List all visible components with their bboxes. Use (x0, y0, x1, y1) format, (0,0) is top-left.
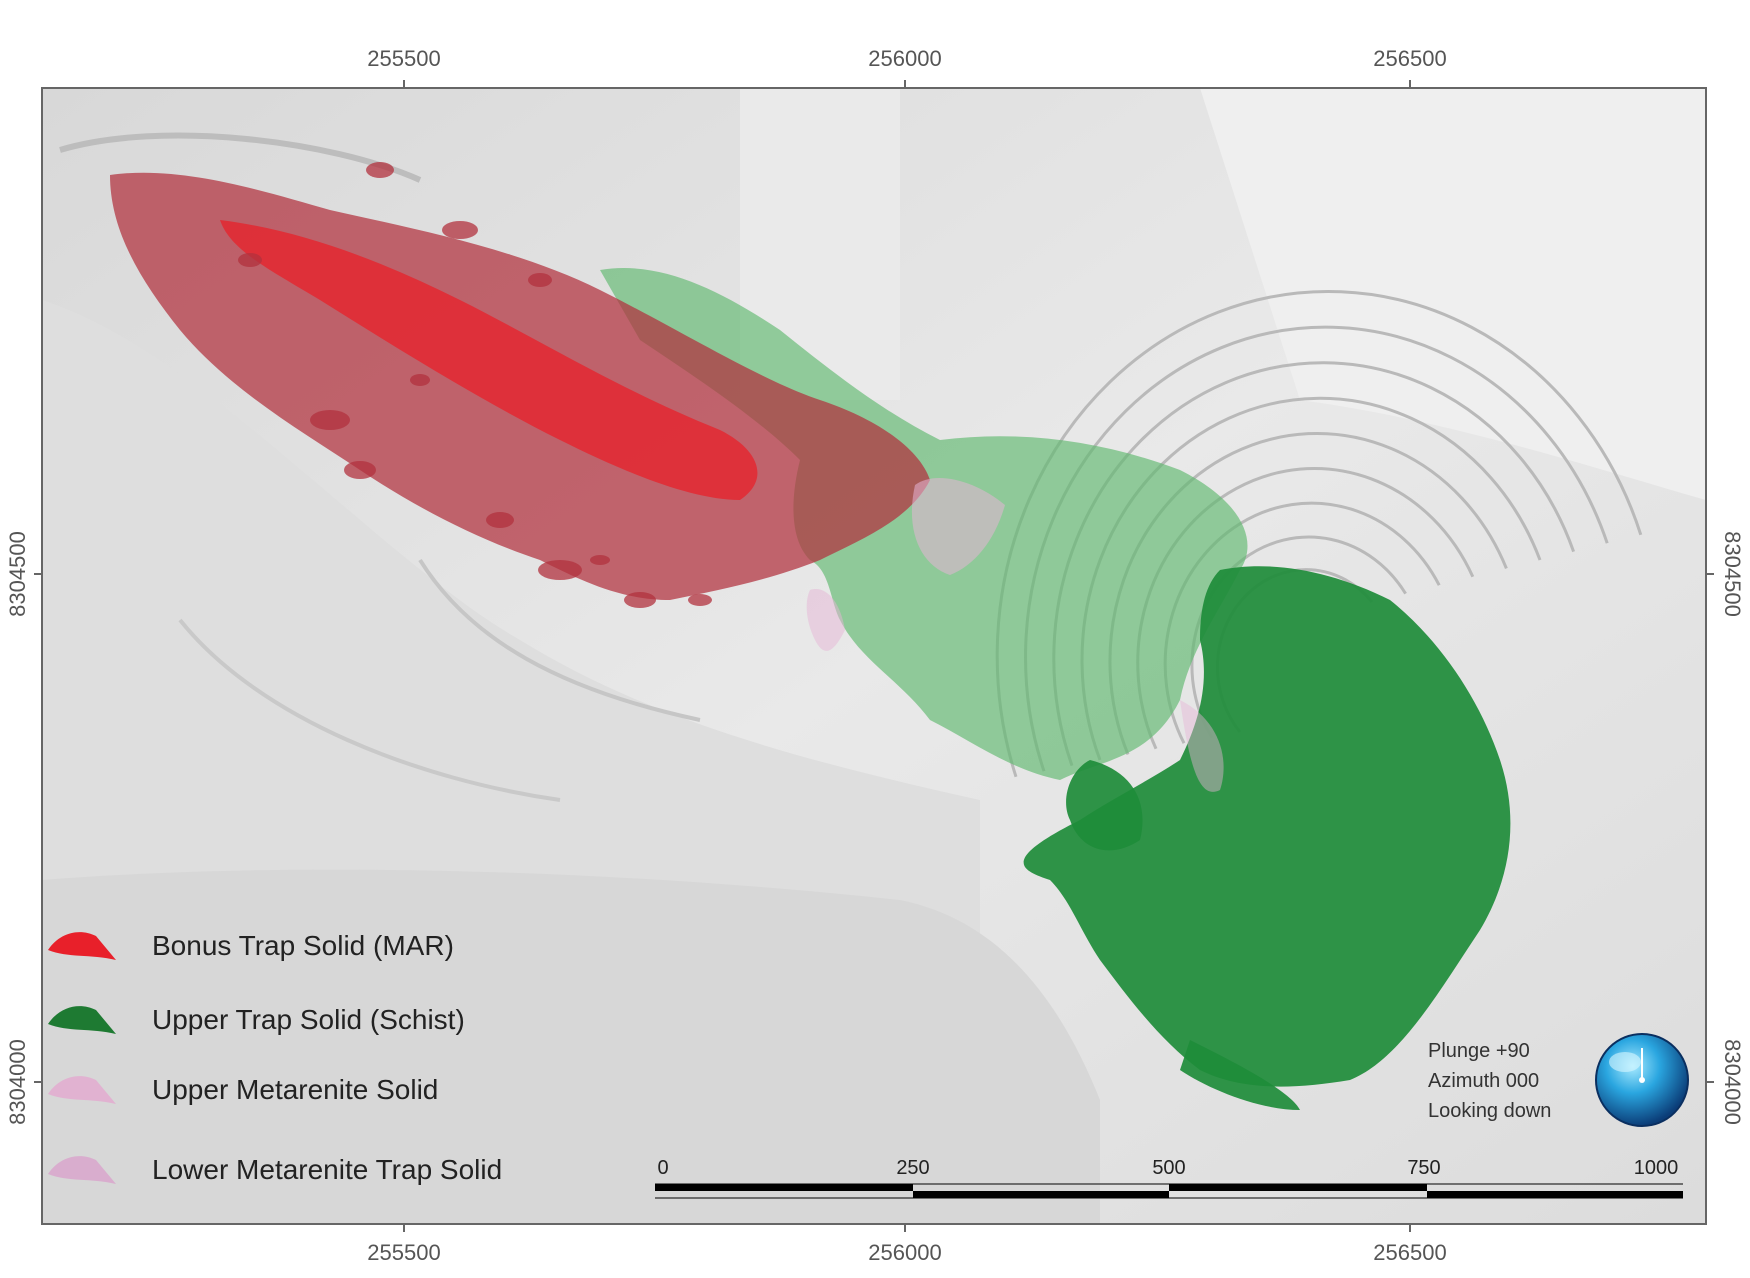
legend-label: Lower Metarenite Trap Solid (152, 1154, 503, 1185)
upper-trap-solid-dark-tail (1180, 1040, 1300, 1110)
scale-segment-4 (1427, 1191, 1683, 1198)
scale-segment-1 (655, 1184, 913, 1191)
scale-label-500: 500 (1152, 1157, 1186, 1179)
red-solid-icon (48, 932, 116, 960)
lower-metarenite-trap-solid (806, 589, 845, 651)
bonus-trap-fragment (688, 594, 712, 606)
lower-metarenite-trap-solid-2 (1180, 700, 1224, 792)
scale-label-750: 750 (1407, 1157, 1441, 1179)
looking-label: Looking down (1428, 1100, 1552, 1122)
bonus-trap-fragment (344, 461, 376, 479)
bonus-trap-fragment (410, 374, 430, 386)
scale-label-0: 0 (657, 1157, 669, 1179)
scale-segment-3 (1169, 1184, 1427, 1191)
legend-label: Bonus Trap Solid (MAR) (152, 930, 454, 961)
bonus-trap-solid-bright (220, 220, 758, 500)
x-tick-top-1: 255500 (367, 46, 441, 71)
scale-label-1000: 1000 (1633, 1157, 1679, 1179)
x-tick-bottom-1: 255500 (367, 1240, 441, 1265)
bonus-trap-fragment (590, 555, 610, 565)
y-tick-left-2: 8304000 (5, 1039, 30, 1125)
bonus-trap-fragment (310, 410, 350, 430)
bonus-trap-fragment (442, 221, 478, 239)
scale-label-250: 250 (896, 1157, 930, 1179)
bonus-trap-fragment (538, 560, 582, 580)
upper-trap-solid-dark (1023, 566, 1511, 1087)
bonus-trap-fragment (238, 253, 262, 267)
upper-metarenite-solid (911, 477, 1005, 575)
geology-solids (110, 162, 1511, 1110)
x-tick-top-3: 256500 (1373, 46, 1447, 71)
legend-label: Upper Metarenite Solid (152, 1074, 439, 1105)
y-tick-left-1: 8304500 (5, 531, 30, 617)
x-tick-bottom-2: 256000 (868, 1240, 942, 1265)
scale-bar (655, 1183, 1683, 1199)
pink-solid-icon (48, 1076, 116, 1104)
bonus-trap-fragment (486, 512, 514, 528)
bonus-trap-fragment (624, 592, 656, 608)
plunge-label: Plunge +90 (1428, 1040, 1530, 1062)
scale-segment-2 (913, 1191, 1169, 1198)
bonus-trap-fragment (528, 273, 552, 287)
green-solid-icon (48, 1006, 116, 1034)
bonus-trap-fragment (366, 162, 394, 178)
y-tick-right-1: 8304500 (1720, 531, 1745, 617)
upper-trap-solid-dark-lobe (1066, 760, 1143, 851)
y-tick-right-2: 8304000 (1720, 1039, 1745, 1125)
azimuth-label: Azimuth 000 (1428, 1070, 1540, 1092)
pink-solid-icon (48, 1156, 116, 1184)
map-frame (41, 87, 1707, 1225)
orientation-sphere-icon (1595, 1033, 1689, 1127)
x-tick-bottom-3: 256500 (1373, 1240, 1447, 1265)
x-tick-top-2: 256000 (868, 46, 942, 71)
legend-label: Upper Trap Solid (Schist) (152, 1004, 465, 1035)
